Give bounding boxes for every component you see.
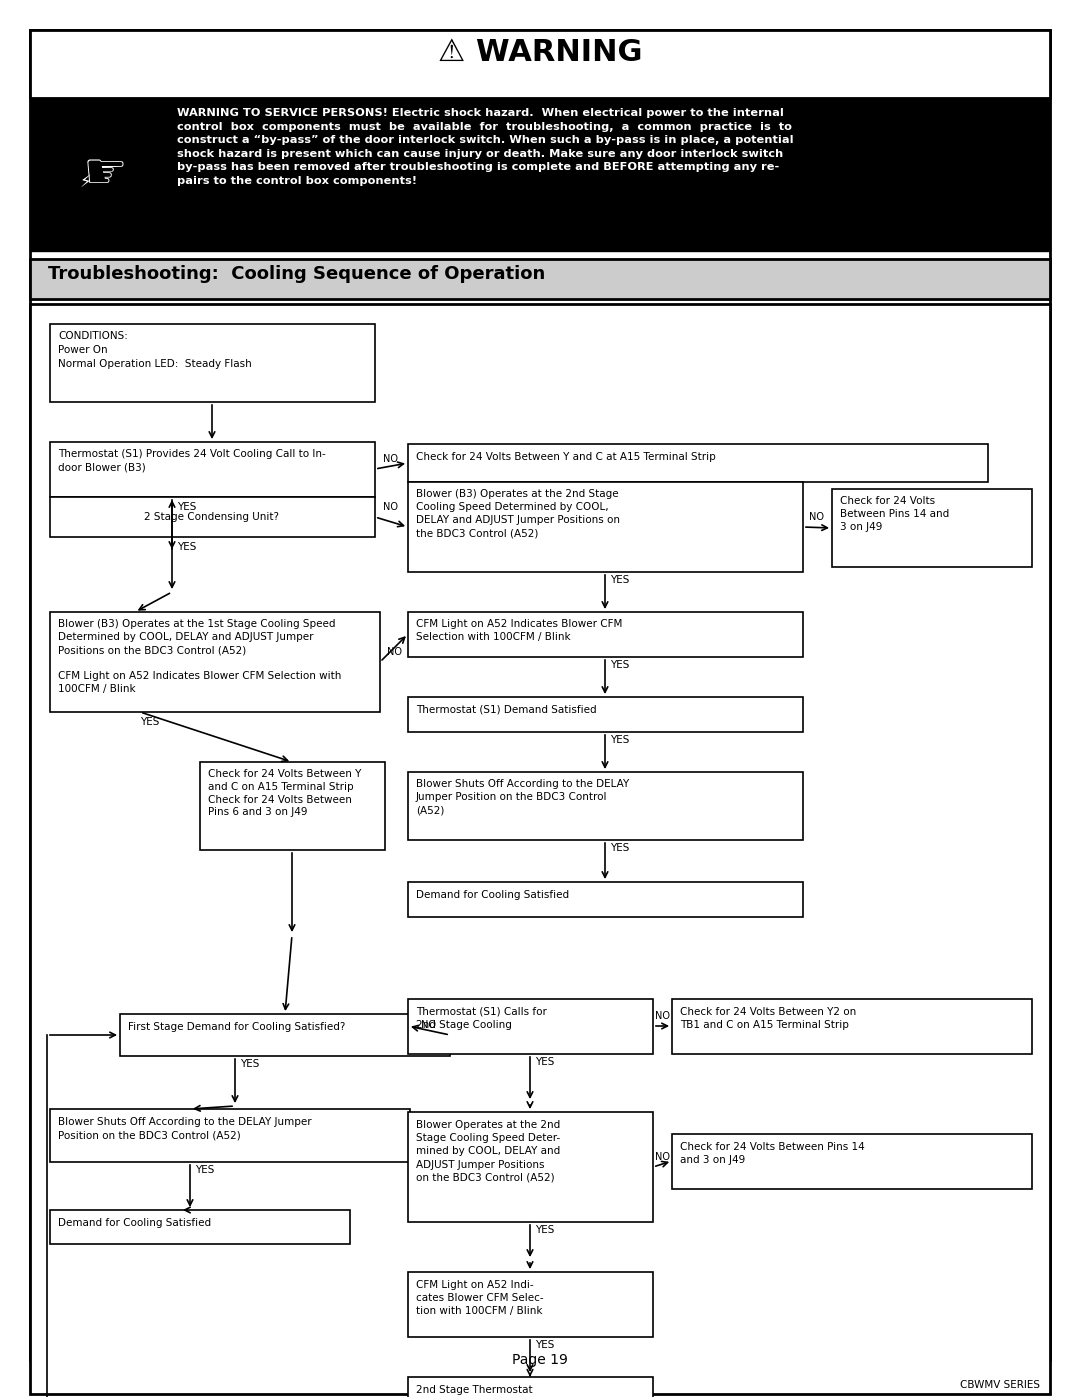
Text: 2 Stage Condensing Unit?: 2 Stage Condensing Unit?	[145, 511, 280, 522]
Text: NO: NO	[421, 1020, 436, 1030]
Text: Check for 24 Volts
Between Pins 14 and
3 on J49: Check for 24 Volts Between Pins 14 and 3…	[840, 496, 949, 532]
Text: Blower Shuts Off According to the DELAY
Jumper Position on the BDC3 Control
(A52: Blower Shuts Off According to the DELAY …	[416, 780, 630, 816]
Bar	[50, 324, 375, 402]
Text: WARNING TO SERVICE PERSONS! Electric shock hazard.  When electrical power to the: WARNING TO SERVICE PERSONS! Electric sho…	[177, 108, 794, 186]
Text: Blower (B3) Operates at the 1st Stage Cooling Speed
Determined by COOL, DELAY an: Blower (B3) Operates at the 1st Stage Co…	[58, 619, 341, 694]
Text: NO: NO	[383, 502, 399, 511]
Bar	[408, 482, 804, 571]
Text: NO: NO	[387, 647, 402, 657]
Bar	[408, 697, 804, 732]
Bar	[408, 773, 804, 840]
Bar	[408, 1273, 653, 1337]
Text: YES: YES	[140, 717, 160, 726]
Text: YES: YES	[195, 1165, 214, 1175]
Text: Demand for Cooling Satisfied: Demand for Cooling Satisfied	[58, 1218, 211, 1228]
Text: Troubleshooting:  Cooling Sequence of Operation: Troubleshooting: Cooling Sequence of Ope…	[48, 265, 545, 284]
Text: Check for 24 Volts Between Pins 14
and 3 on J49: Check for 24 Volts Between Pins 14 and 3…	[680, 1141, 865, 1165]
Text: 2nd Stage Thermostat
(S1) Demand Satisfied: 2nd Stage Thermostat (S1) Demand Satisfi…	[416, 1384, 534, 1397]
Text: Blower Operates at the 2nd
Stage Cooling Speed Deter-
mined by COOL, DELAY and
A: Blower Operates at the 2nd Stage Cooling…	[416, 1120, 561, 1183]
Bar	[408, 1377, 653, 1397]
Text: Check for 24 Volts Between Y and C at A15 Terminal Strip: Check for 24 Volts Between Y and C at A1…	[416, 453, 716, 462]
Text: Thermostat (S1) Demand Satisfied: Thermostat (S1) Demand Satisfied	[416, 705, 596, 715]
Text: YES: YES	[177, 502, 197, 511]
Text: YES: YES	[535, 1225, 554, 1235]
Text: YES: YES	[610, 659, 630, 671]
Bar	[408, 444, 988, 482]
Text: YES: YES	[535, 1340, 554, 1350]
Text: Thermostat (S1) Calls for
2nd Stage Cooling: Thermostat (S1) Calls for 2nd Stage Cool…	[416, 1007, 546, 1030]
Text: YES: YES	[610, 842, 630, 854]
Text: YES: YES	[610, 576, 630, 585]
Bar	[50, 441, 375, 497]
Bar	[672, 1134, 1032, 1189]
Bar	[408, 612, 804, 657]
Bar	[832, 489, 1032, 567]
Bar	[30, 258, 1050, 299]
Bar	[50, 1109, 410, 1162]
Text: NO: NO	[810, 511, 824, 522]
Bar	[50, 497, 375, 536]
Text: First Stage Demand for Cooling Satisfied?: First Stage Demand for Cooling Satisfied…	[129, 1023, 346, 1032]
Text: YES: YES	[535, 1058, 554, 1067]
Text: Check for 24 Volts Between Y2 on
TB1 and C on A15 Terminal Strip: Check for 24 Volts Between Y2 on TB1 and…	[680, 1007, 856, 1030]
Text: CFM Light on A52 Indicates Blower CFM
Selection with 100CFM / Blink: CFM Light on A52 Indicates Blower CFM Se…	[416, 619, 622, 643]
Text: Blower (B3) Operates at the 2nd Stage
Cooling Speed Determined by COOL,
DELAY an: Blower (B3) Operates at the 2nd Stage Co…	[416, 489, 620, 539]
Bar	[120, 1014, 450, 1056]
Text: Page 19: Page 19	[512, 1354, 568, 1368]
Bar	[672, 999, 1032, 1053]
Text: YES: YES	[610, 735, 630, 745]
Text: YES: YES	[240, 1059, 259, 1069]
Text: CFM Light on A52 Indi-
cates Blower CFM Selec-
tion with 100CFM / Blink: CFM Light on A52 Indi- cates Blower CFM …	[416, 1280, 543, 1316]
Text: NO: NO	[654, 1153, 670, 1162]
Bar	[30, 98, 1050, 251]
Text: ⚠ WARNING: ⚠ WARNING	[437, 38, 643, 67]
Bar	[50, 612, 380, 712]
Bar	[200, 761, 384, 849]
Text: CONDITIONS:
Power On
Normal Operation LED:  Steady Flash: CONDITIONS: Power On Normal Operation LE…	[58, 331, 252, 369]
Bar	[30, 29, 1050, 98]
Bar	[408, 882, 804, 916]
Text: NO: NO	[654, 1011, 670, 1021]
Bar	[408, 999, 653, 1053]
Text: ☞: ☞	[82, 151, 127, 198]
Bar	[50, 1210, 350, 1243]
Text: Demand for Cooling Satisfied: Demand for Cooling Satisfied	[416, 890, 569, 900]
Text: Thermostat (S1) Provides 24 Volt Cooling Call to In-
door Blower (B3): Thermostat (S1) Provides 24 Volt Cooling…	[58, 448, 326, 472]
Text: NO: NO	[383, 454, 399, 464]
Bar	[408, 1112, 653, 1222]
Text: YES: YES	[177, 542, 197, 552]
Text: Check for 24 Volts Between Y
and C on A15 Terminal Strip
Check for 24 Volts Betw: Check for 24 Volts Between Y and C on A1…	[208, 768, 362, 817]
Bar	[30, 305, 1050, 1394]
Text: Blower Shuts Off According to the DELAY Jumper
Position on the BDC3 Control (A52: Blower Shuts Off According to the DELAY …	[58, 1118, 312, 1140]
Text: ⚡: ⚡	[79, 173, 91, 191]
Text: CBWMV SERIES: CBWMV SERIES	[960, 1380, 1040, 1390]
